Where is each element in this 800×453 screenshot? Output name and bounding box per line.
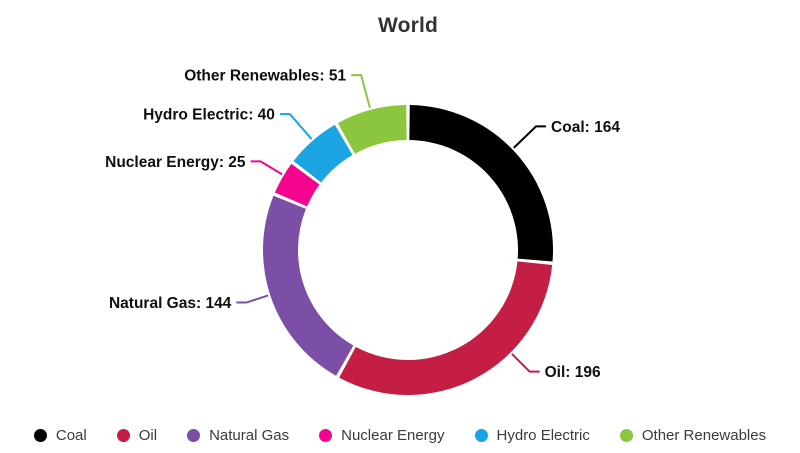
legend-marker-oil: [116, 429, 130, 442]
legend-marker-hydro-electric: [474, 429, 488, 442]
legend-label-hydro-electric: Hydro Electric: [496, 427, 590, 444]
slice-label-natural-gas: Natural Gas: 144: [109, 295, 232, 312]
legend-item-other-renewables[interactable]: Other Renewables: [619, 427, 767, 444]
pie-slice-nuclear-energy[interactable]: [274, 163, 320, 207]
leader-line-oil: [511, 353, 540, 373]
pie-slice-hydro-electric[interactable]: [293, 124, 353, 183]
slice-label-oil: Oil: 196: [545, 364, 601, 381]
legend-label-oil: Oil: [138, 427, 158, 444]
pie-slice-other-renewables[interactable]: [337, 105, 407, 154]
legend-marker-other-renewables: [619, 429, 633, 442]
slice-label-nuclear-energy: Nuclear Energy: 25: [105, 154, 246, 171]
slice-label-other-renewables: Other Renewables: 51: [184, 68, 346, 85]
legend-marker-coal: [33, 429, 47, 442]
legend-item-coal[interactable]: Coal: [33, 427, 87, 444]
legend-marker-nuclear-energy: [319, 429, 333, 442]
slice-label-hydro-electric: Hydro Electric: 40: [143, 107, 275, 124]
chart-title: World: [377, 14, 439, 37]
leader-line-natural-gas: [236, 294, 269, 304]
legend-label-natural-gas: Natural Gas: [209, 427, 290, 444]
chart-legend: Coal Oil Natural Gas Nuclear Energy Hydro El…: [0, 427, 800, 444]
slice-label-coal: Coal: 164: [551, 119, 620, 136]
pie-slice-oil[interactable]: [339, 261, 553, 396]
legend-item-nuclear-energy[interactable]: Nuclear Energy: [319, 427, 445, 444]
pie-slice-natural-gas[interactable]: [262, 195, 354, 376]
leader-line-coal: [513, 125, 547, 149]
legend-label-coal: Coal: [55, 427, 87, 444]
leader-line-hydro-electric: [279, 113, 313, 140]
leader-line-nuclear-energy: [250, 160, 283, 176]
legend-marker-natural-gas: [187, 429, 201, 442]
leader-line-other-renewables: [351, 74, 371, 109]
pie-slice-coal[interactable]: [409, 105, 553, 262]
legend-item-oil[interactable]: Oil: [116, 427, 158, 444]
legend-item-natural-gas[interactable]: Natural Gas: [187, 427, 289, 444]
legend-label-nuclear-energy: Nuclear Energy: [341, 427, 445, 444]
legend-item-hydro-electric[interactable]: Hydro Electric: [474, 427, 590, 444]
legend-label-other-renewables: Other Renewables: [641, 427, 767, 444]
